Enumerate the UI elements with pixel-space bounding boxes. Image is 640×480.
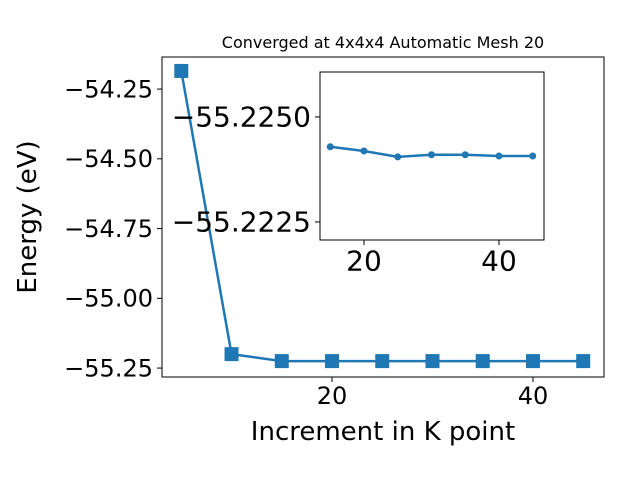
y-tick-label: −55.2250 [172,101,311,134]
chart-title: Converged at 4x4x4 Automatic Mesh 20 [222,33,544,52]
marker [529,152,537,160]
marker [461,151,469,159]
marker [174,63,189,78]
marker [326,143,334,151]
marker [224,347,239,362]
marker [427,151,435,159]
y-tick-label: −54.50 [64,145,153,173]
marker [360,147,368,155]
x-tick-label: 40 [518,382,549,410]
y-tick-label: −55.00 [64,285,153,313]
y-axis-label: Energy (eV) [13,140,43,293]
marker [495,152,503,160]
marker [425,354,440,369]
marker [274,354,289,369]
x-axis-label: Increment in K point [251,417,515,447]
marker [576,354,591,369]
x-tick-label: 40 [481,244,517,277]
y-tick-label: −55.2225 [172,206,311,239]
marker [525,354,540,369]
y-tick-label: −54.25 [64,75,153,103]
y-tick-label: −55.25 [64,354,153,382]
x-tick-label: 20 [346,244,382,277]
y-tick-label: −54.75 [64,215,153,243]
marker [375,354,390,369]
marker [325,354,340,369]
x-tick-label: 20 [317,382,348,410]
marker [394,153,402,161]
marker [475,354,490,369]
